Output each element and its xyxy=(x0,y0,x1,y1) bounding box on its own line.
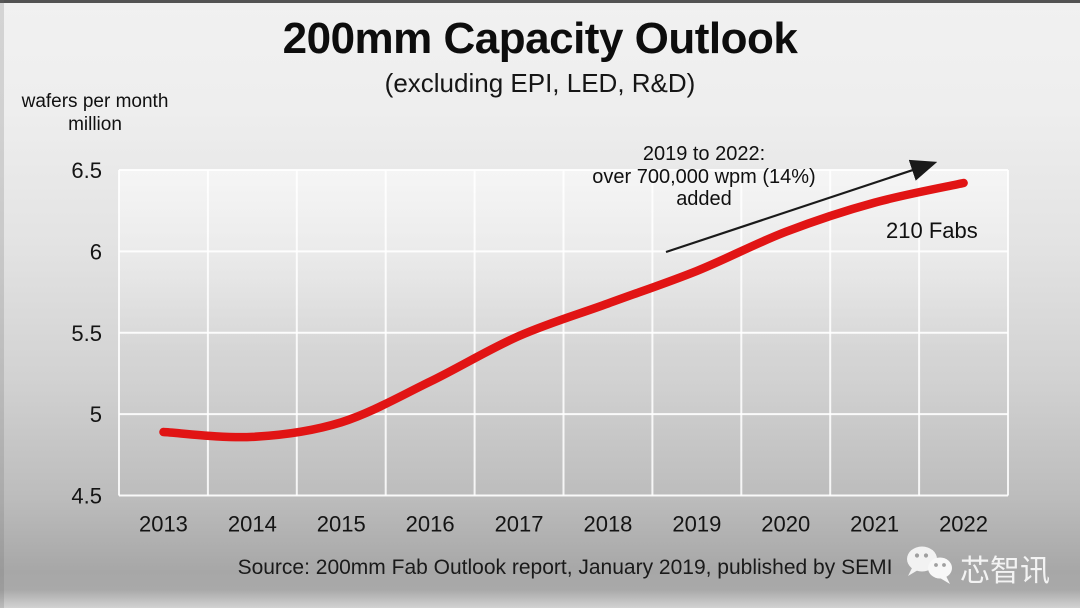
x-tick-label: 2020 xyxy=(761,512,810,537)
capacity-line xyxy=(159,178,968,442)
x-tick-label: 2014 xyxy=(228,512,277,537)
trend-annotation-line3: added xyxy=(676,188,732,210)
y-tick-label: 6 xyxy=(90,239,102,264)
x-tick-label: 2013 xyxy=(139,512,188,537)
slide-top-border xyxy=(0,0,1080,3)
trend-arrow xyxy=(665,159,938,254)
trend-annotation-line2: over 700,000 wpm (14%) xyxy=(592,165,816,188)
trend-annotation: 2019 to 2022: over 700,000 wpm (14%) add… xyxy=(558,143,850,211)
y-tick-label: 5.5 xyxy=(71,321,102,346)
x-tick-label: 2022 xyxy=(939,512,988,537)
y-tick-label: 4.5 xyxy=(71,484,102,509)
x-tick-label: 2019 xyxy=(672,512,721,537)
x-tick-label: 2017 xyxy=(495,512,544,537)
x-tick-label: 2016 xyxy=(406,512,455,537)
page-subtitle: (excluding EPI, LED, R&D) xyxy=(384,68,696,98)
slide-left-border xyxy=(0,0,4,608)
wechat-watermark: 芯智讯 xyxy=(900,542,1050,594)
y-axis-unit-label: wafers per month million xyxy=(10,90,180,136)
y-tick-label: 6.5 xyxy=(71,158,102,183)
x-tick-label: 2021 xyxy=(850,512,899,537)
trend-annotation-line1: 2019 to 2022: xyxy=(642,143,766,165)
fab-count-label: 210 Fabs xyxy=(886,218,978,243)
page-title: 200mm Capacity Outlook xyxy=(282,14,798,63)
source-citation: Source: 200mm Fab Outlook report, Januar… xyxy=(237,556,893,579)
brand-name: 芯智讯 xyxy=(960,555,1050,588)
x-tick-label: 2018 xyxy=(583,512,632,537)
x-tick-label: 2015 xyxy=(317,512,366,537)
y-tick-label: 5 xyxy=(90,402,102,427)
wechat-icon xyxy=(907,546,952,584)
y-axis-unit-line1: wafers per month xyxy=(21,91,169,112)
y-axis-unit-line2: million xyxy=(68,114,122,135)
